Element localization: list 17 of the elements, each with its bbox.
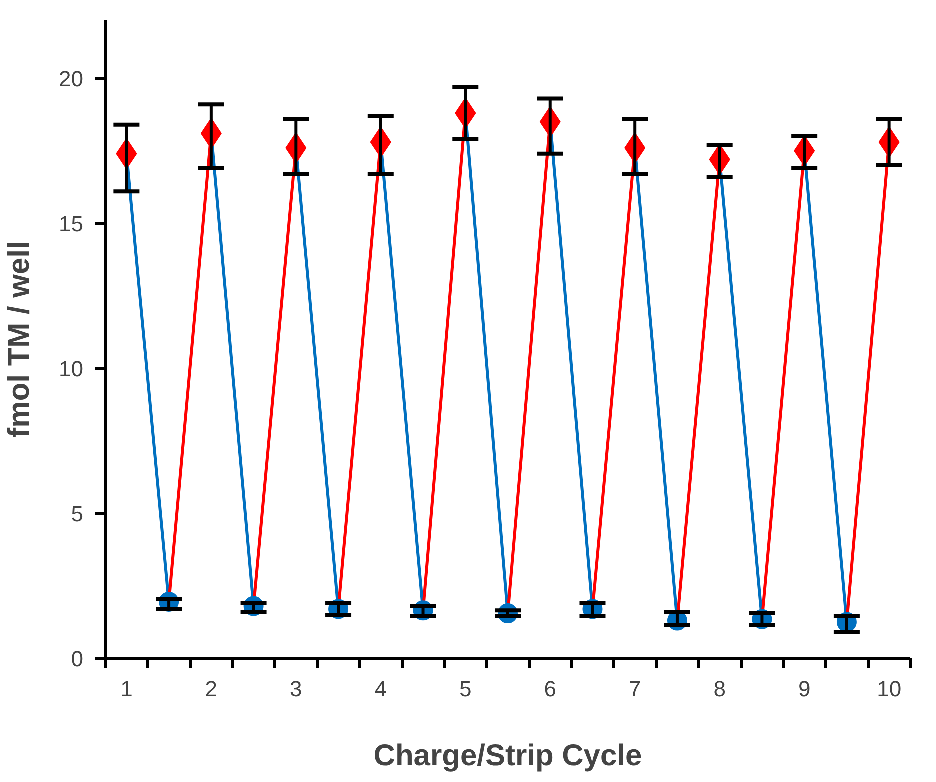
x-tick-label: 4 [374,676,388,702]
y-axis-title: fmol TM / well [3,241,36,438]
x-tick-label: 1 [120,676,133,702]
x-tick-label: 7 [628,676,642,702]
x-axis-title: Charge/Strip Cycle [374,740,642,772]
x-tick-label: 9 [798,676,811,702]
x-tick-label: 2 [205,676,218,702]
x-tick-label: 8 [714,676,726,702]
y-tick-label: 10 [59,356,84,382]
x-tick-label: 10 [877,676,902,702]
x-tick-label: 6 [544,676,556,702]
x-tick-label: 3 [290,676,302,702]
y-tick-label: 20 [59,66,84,92]
y-tick-label: 15 [59,212,84,236]
y-tick-label: 0 [71,646,84,672]
x-tick-label: 5 [460,676,472,702]
y-tick-label: 5 [71,502,84,526]
